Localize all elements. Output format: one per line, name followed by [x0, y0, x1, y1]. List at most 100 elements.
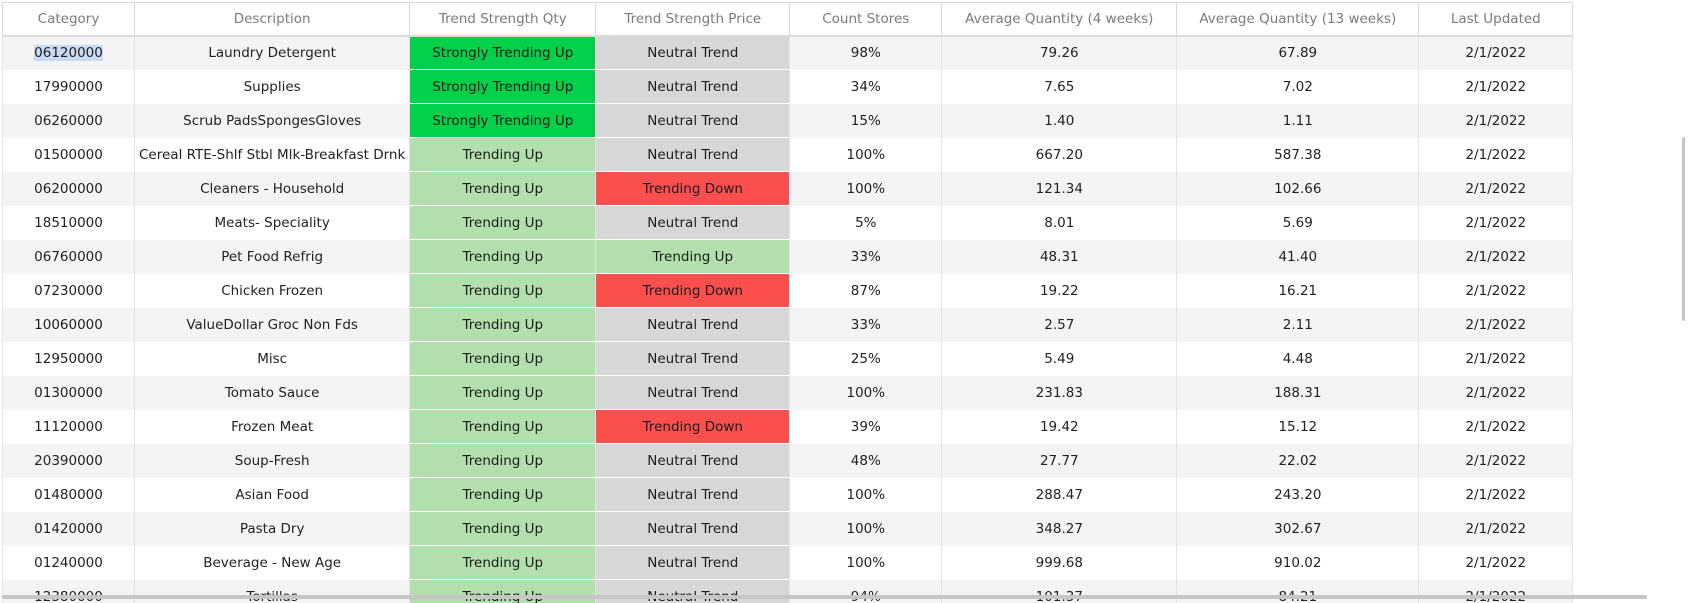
avg-quantity-4w-cell[interactable]: 231.83 — [941, 375, 1178, 410]
avg-quantity-13w-cell[interactable]: 188.31 — [1176, 375, 1420, 410]
category-cell[interactable]: 01480000 — [2, 477, 135, 512]
description-cell[interactable]: ValueDollar Groc Non Fds — [134, 307, 411, 342]
trend-qty-cell[interactable]: Trending Up — [409, 171, 597, 206]
table-row[interactable]: 10060000 ValueDollar Groc Non Fds Trending… — [2, 307, 1574, 342]
avg-quantity-13w-cell[interactable]: 22.02 — [1176, 443, 1420, 478]
table-row[interactable]: 01300000 Tomato Sauce Trending Up Neutral T… — [2, 375, 1574, 410]
avg-quantity-4w-cell[interactable]: 667.20 — [941, 137, 1178, 172]
avg-quantity-4w-cell[interactable]: 48.31 — [941, 239, 1178, 274]
table-row[interactable]: 01240000 Beverage - New Age Trending Up Neu… — [2, 545, 1574, 580]
trend-qty-cell[interactable]: Trending Up — [409, 273, 597, 308]
trend-qty-cell[interactable]: Trending Up — [409, 409, 597, 444]
avg-quantity-4w-cell[interactable]: 1.40 — [941, 103, 1178, 138]
last-updated-cell[interactable]: 2/1/2022 — [1418, 273, 1574, 308]
trend-price-cell[interactable]: Neutral Trend — [595, 103, 791, 138]
trend-price-cell[interactable]: Trending Down — [595, 273, 791, 308]
count-stores-cell[interactable]: 48% — [789, 443, 943, 478]
avg-quantity-4w-cell[interactable]: 999.68 — [941, 545, 1178, 580]
table-row[interactable]: 06200000 Cleaners - Household Trending Up T… — [2, 171, 1574, 206]
category-cell[interactable]: 06200000 — [2, 171, 135, 206]
count-stores-cell[interactable]: 87% — [789, 273, 943, 308]
table-row[interactable]: 01500000 Cereal RTE-Shlf Stbl Mlk-Breakfa… — [2, 137, 1574, 172]
trend-price-cell[interactable]: Neutral Trend — [595, 205, 791, 240]
avg-quantity-13w-cell[interactable]: 7.02 — [1176, 69, 1420, 104]
avg-quantity-13w-cell[interactable]: 15.12 — [1176, 409, 1420, 444]
trend-qty-cell[interactable]: Trending Up — [409, 137, 597, 172]
trend-qty-cell[interactable]: Trending Up — [409, 375, 597, 410]
avg-quantity-13w-cell[interactable]: 1.11 — [1176, 103, 1420, 138]
last-updated-cell[interactable]: 2/1/2022 — [1418, 477, 1574, 512]
count-stores-cell[interactable]: 100% — [789, 137, 943, 172]
count-stores-cell[interactable]: 100% — [789, 545, 943, 580]
trend-qty-cell[interactable]: Trending Up — [409, 545, 597, 580]
trend-price-cell[interactable]: Neutral Trend — [595, 137, 791, 172]
description-cell[interactable]: Meats- Speciality — [134, 205, 411, 240]
count-stores-cell[interactable]: 34% — [789, 69, 943, 104]
horizontal-scrollbar[interactable] — [2, 595, 1647, 599]
description-cell[interactable]: Tortillas — [134, 579, 411, 603]
last-updated-cell[interactable]: 2/1/2022 — [1418, 409, 1574, 444]
category-cell[interactable]: 06120000 — [2, 35, 135, 70]
table-row[interactable]: 01480000 Asian Food Trending Up Neutral Tre… — [2, 477, 1574, 512]
avg-quantity-4w-cell[interactable]: 7.65 — [941, 69, 1178, 104]
trend-price-cell[interactable]: Neutral Trend — [595, 477, 791, 512]
trend-price-cell[interactable]: Neutral Trend — [595, 545, 791, 580]
column-header-trend-strength-price[interactable]: Trend Strength Price — [595, 2, 791, 37]
avg-quantity-4w-cell[interactable]: 121.34 — [941, 171, 1178, 206]
last-updated-cell[interactable]: 2/1/2022 — [1418, 239, 1574, 274]
column-header-average-quantity-13-weeks[interactable]: Average Quantity (13 weeks) — [1176, 2, 1420, 37]
count-stores-cell[interactable]: 5% — [789, 205, 943, 240]
trend-qty-cell[interactable]: Trending Up — [409, 205, 597, 240]
last-updated-cell[interactable]: 2/1/2022 — [1418, 205, 1574, 240]
category-cell[interactable]: 06760000 — [2, 239, 135, 274]
table-row[interactable]: 17990000 Supplies Strongly Trending Up Neut… — [2, 69, 1574, 104]
avg-quantity-13w-cell[interactable]: 67.89 — [1176, 35, 1420, 70]
avg-quantity-13w-cell[interactable]: 4.48 — [1176, 341, 1420, 376]
category-cell[interactable]: 01240000 — [2, 545, 135, 580]
count-stores-cell[interactable]: 33% — [789, 239, 943, 274]
avg-quantity-4w-cell[interactable]: 5.49 — [941, 341, 1178, 376]
avg-quantity-13w-cell[interactable]: 2.11 — [1176, 307, 1420, 342]
avg-quantity-13w-cell[interactable]: 102.66 — [1176, 171, 1420, 206]
description-cell[interactable]: Laundry Detergent — [134, 35, 411, 70]
column-header-average-quantity-4-weeks[interactable]: Average Quantity (4 weeks) — [941, 2, 1178, 37]
description-cell[interactable]: Cleaners - Household — [134, 171, 411, 206]
avg-quantity-4w-cell[interactable]: 19.42 — [941, 409, 1178, 444]
column-header-trend-strength-qty[interactable]: Trend Strength Qty — [409, 2, 597, 37]
trend-price-cell[interactable]: Neutral Trend — [595, 579, 791, 603]
description-cell[interactable]: Tomato Sauce — [134, 375, 411, 410]
last-updated-cell[interactable]: 2/1/2022 — [1418, 443, 1574, 478]
category-cell[interactable]: 10060000 — [2, 307, 135, 342]
trend-price-cell[interactable]: Neutral Trend — [595, 511, 791, 546]
category-cell[interactable]: 11120000 — [2, 409, 135, 444]
avg-quantity-13w-cell[interactable]: 302.67 — [1176, 511, 1420, 546]
column-header-category[interactable]: Category — [2, 2, 135, 37]
avg-quantity-4w-cell[interactable]: 101.37 — [941, 579, 1178, 603]
avg-quantity-4w-cell[interactable]: 348.27 — [941, 511, 1178, 546]
count-stores-cell[interactable]: 100% — [789, 511, 943, 546]
last-updated-cell[interactable]: 2/1/2022 — [1418, 69, 1574, 104]
table-row[interactable]: 12950000 Misc Trending Up Neutral Trend 25% 5… — [2, 341, 1574, 376]
category-cell[interactable]: 01300000 — [2, 375, 135, 410]
last-updated-cell[interactable]: 2/1/2022 — [1418, 579, 1574, 603]
last-updated-cell[interactable]: 2/1/2022 — [1418, 137, 1574, 172]
trend-qty-cell[interactable]: Trending Up — [409, 579, 597, 603]
description-cell[interactable]: Supplies — [134, 69, 411, 104]
count-stores-cell[interactable]: 100% — [789, 375, 943, 410]
count-stores-cell[interactable]: 33% — [789, 307, 943, 342]
table-row[interactable]: 18510000 Meats- Speciality Trending Up Neut… — [2, 205, 1574, 240]
last-updated-cell[interactable]: 2/1/2022 — [1418, 171, 1574, 206]
description-cell[interactable]: Scrub PadsSpongesGloves — [134, 103, 411, 138]
trend-price-cell[interactable]: Neutral Trend — [595, 341, 791, 376]
avg-quantity-4w-cell[interactable]: 79.26 — [941, 35, 1178, 70]
trend-price-cell[interactable]: Neutral Trend — [595, 443, 791, 478]
trend-price-cell[interactable]: Neutral Trend — [595, 307, 791, 342]
avg-quantity-13w-cell[interactable]: 41.40 — [1176, 239, 1420, 274]
category-cell[interactable]: 12950000 — [2, 341, 135, 376]
trend-qty-cell[interactable]: Trending Up — [409, 239, 597, 274]
table-row[interactable]: 11120000 Frozen Meat Trending Up Trending D… — [2, 409, 1574, 444]
count-stores-cell[interactable]: 98% — [789, 35, 943, 70]
trend-price-cell[interactable]: Neutral Trend — [595, 35, 791, 70]
category-cell[interactable]: 07230000 — [2, 273, 135, 308]
table-row[interactable]: 06760000 Pet Food Refrig Trending Up Trendi… — [2, 239, 1574, 274]
